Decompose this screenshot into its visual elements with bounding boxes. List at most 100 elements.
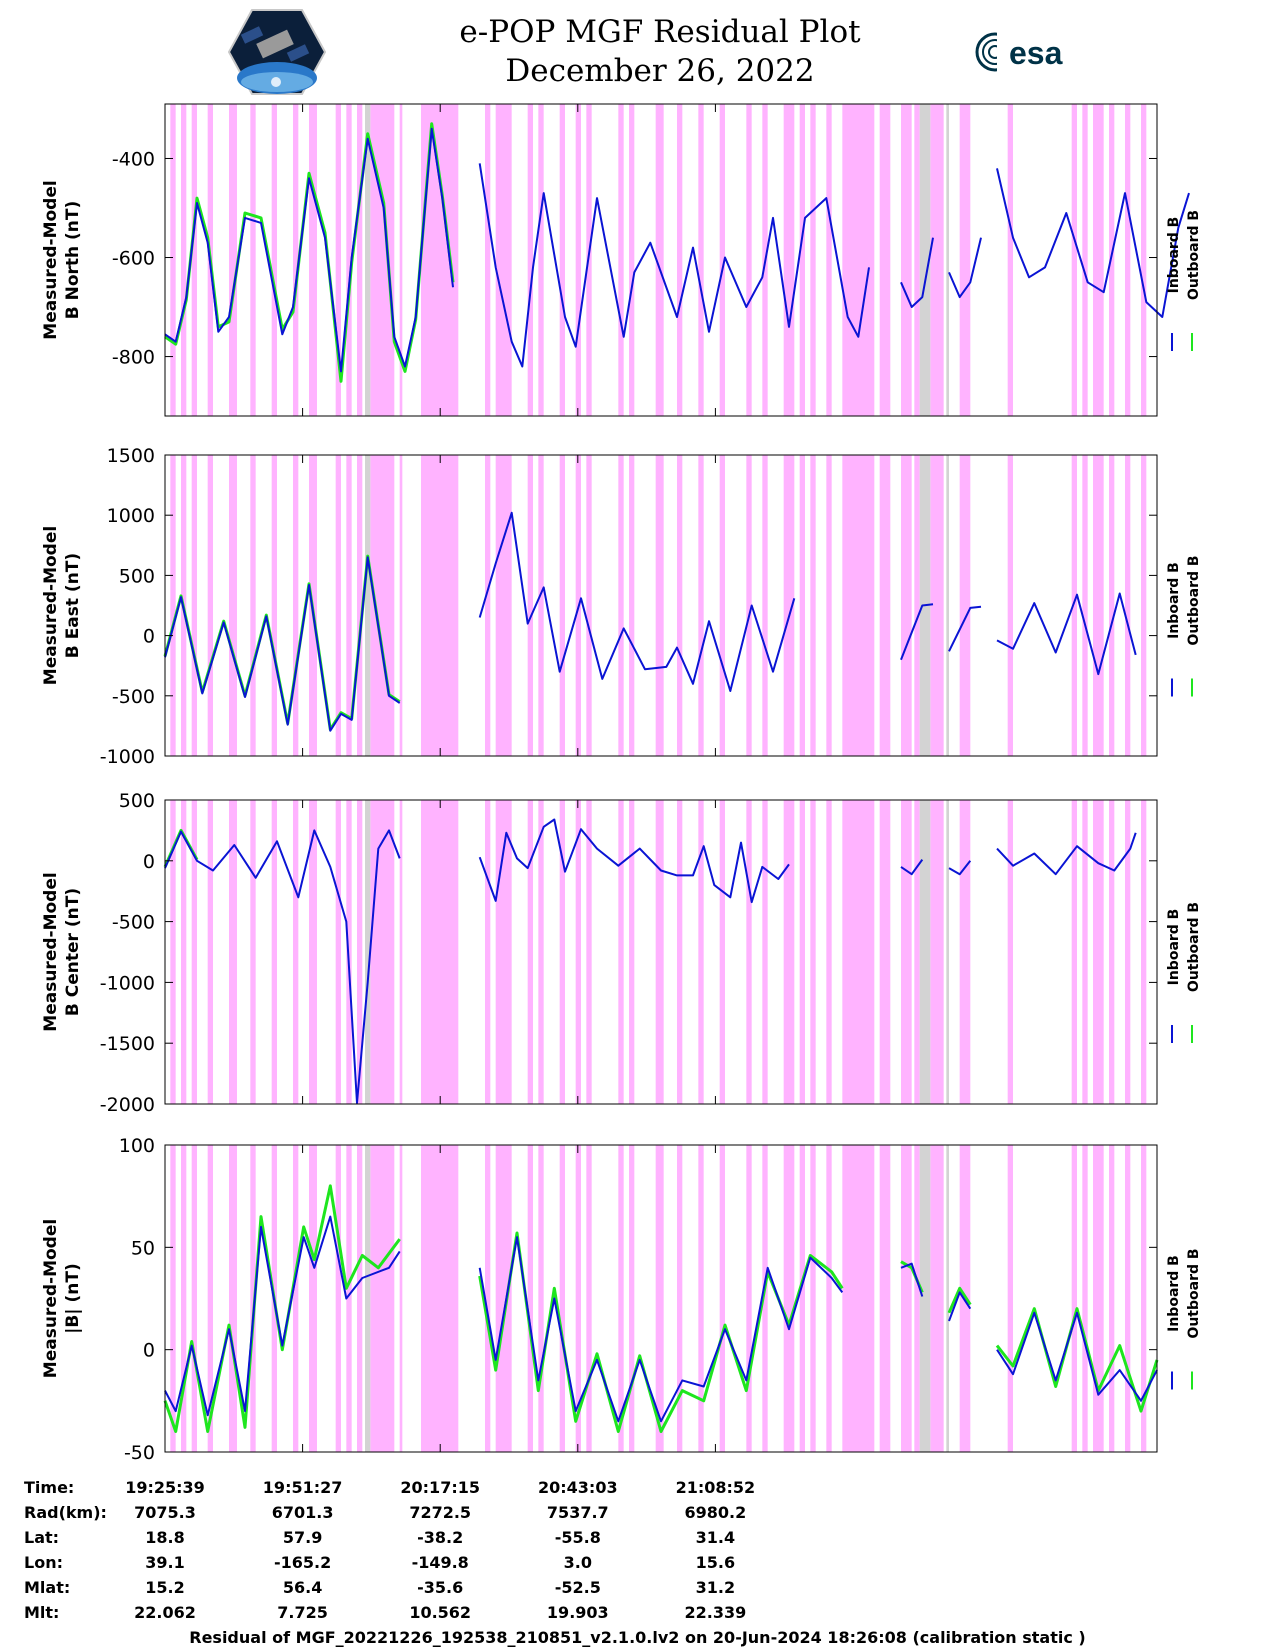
flag-band bbox=[250, 800, 256, 1104]
inboard-line bbox=[164, 127, 454, 373]
flag-band bbox=[485, 455, 491, 756]
flag-band bbox=[810, 1145, 816, 1452]
info-value-lon: -165.2 bbox=[273, 1553, 332, 1572]
inboard-line bbox=[478, 1236, 844, 1423]
flag-band bbox=[1141, 455, 1147, 756]
esa-logo: esa bbox=[975, 32, 1063, 72]
info-value-lat: 18.8 bbox=[145, 1528, 185, 1547]
info-value-mlt: 19.903 bbox=[546, 1603, 609, 1622]
flag-band bbox=[399, 455, 403, 756]
flag-band bbox=[370, 104, 395, 416]
info-value-rad: 7272.5 bbox=[409, 1503, 472, 1522]
flag-band bbox=[207, 800, 213, 1104]
inboard-line bbox=[900, 1262, 924, 1297]
y-tick-label: -1500 bbox=[100, 1033, 155, 1055]
flag-band bbox=[1093, 1145, 1104, 1452]
flag-band bbox=[901, 800, 912, 1104]
y-tick-label: 100 bbox=[119, 1135, 155, 1157]
flag-band bbox=[959, 800, 971, 1104]
flag-band bbox=[250, 1145, 256, 1452]
flag-band bbox=[783, 800, 795, 1104]
inboard-line bbox=[996, 832, 1137, 876]
flag-band bbox=[207, 1145, 213, 1452]
flag-band bbox=[421, 800, 459, 1104]
flag-band-gray bbox=[365, 1145, 371, 1452]
flag-band-gray bbox=[946, 104, 949, 416]
flag-band bbox=[698, 455, 704, 756]
legend-label: Inboard B bbox=[1166, 1255, 1182, 1332]
flag-band bbox=[783, 104, 795, 416]
footer-caption: Residual of MGF_20221226_192538_210851_v… bbox=[189, 1628, 1086, 1647]
plot-frame bbox=[164, 103, 1158, 417]
flag-band bbox=[618, 104, 624, 416]
info-row-label: Lon: bbox=[24, 1553, 63, 1572]
flag-band bbox=[1082, 455, 1088, 756]
info-value-mlt: 10.562 bbox=[409, 1603, 472, 1622]
flag-band bbox=[719, 800, 725, 1104]
inboard-line bbox=[948, 605, 982, 652]
flag-band bbox=[783, 1145, 795, 1452]
flag-band bbox=[810, 455, 816, 756]
flag-band bbox=[1109, 455, 1115, 756]
y-axis-label: Measured-Model bbox=[41, 1219, 61, 1378]
info-row-label: Mlt: bbox=[24, 1603, 60, 1622]
flag-band bbox=[901, 1145, 912, 1452]
y-tick-label: 1000 bbox=[107, 505, 155, 527]
y-tick-label: 0 bbox=[143, 626, 155, 648]
y-tick-label: 0 bbox=[143, 1340, 155, 1362]
inboard-line bbox=[164, 556, 401, 732]
flag-band bbox=[191, 800, 197, 1104]
flag-band bbox=[346, 1145, 352, 1452]
flag-band bbox=[1093, 800, 1104, 1104]
flag-band bbox=[181, 800, 187, 1104]
flag-band bbox=[1125, 104, 1131, 416]
flag-band bbox=[1082, 104, 1088, 416]
flag-band bbox=[527, 800, 533, 1104]
flag-band bbox=[370, 1145, 395, 1452]
flag-band bbox=[842, 1145, 875, 1452]
flag-band bbox=[618, 455, 624, 756]
flag-band bbox=[170, 455, 176, 756]
flag-band bbox=[399, 104, 403, 416]
y-axis-label: Measured-Model bbox=[41, 526, 61, 685]
svg-text:esa: esa bbox=[1009, 35, 1063, 71]
flag-band bbox=[1109, 800, 1115, 1104]
flag-band bbox=[538, 800, 544, 1104]
flag-band bbox=[762, 1145, 768, 1452]
y-tick-label: -800 bbox=[112, 347, 155, 369]
flag-band bbox=[1007, 800, 1013, 1104]
flag-band bbox=[575, 1145, 581, 1452]
info-value-mlat: -35.6 bbox=[417, 1578, 464, 1597]
flag-band bbox=[826, 1145, 832, 1452]
flag-band bbox=[309, 104, 317, 416]
flag-band bbox=[170, 1145, 176, 1452]
plot-frame bbox=[164, 454, 1158, 757]
flag-band bbox=[914, 800, 920, 1104]
flag-band bbox=[170, 800, 176, 1104]
flag-band bbox=[879, 104, 891, 416]
y-tick-label: -500 bbox=[112, 686, 155, 708]
info-value-mlt: 22.339 bbox=[684, 1603, 747, 1622]
y-axis-label: |B| (nT) bbox=[63, 1263, 83, 1334]
flag-band bbox=[181, 104, 187, 416]
flag-band bbox=[1007, 1145, 1013, 1452]
flag-band bbox=[1071, 800, 1077, 1104]
flag-band bbox=[207, 455, 213, 756]
info-value-mlat: 31.2 bbox=[695, 1578, 736, 1597]
y-axis-label: B Center (nT) bbox=[63, 888, 83, 1016]
flag-band bbox=[746, 800, 752, 1104]
legend-label: Inboard B bbox=[1166, 217, 1182, 294]
info-value-lon: -149.8 bbox=[411, 1553, 469, 1572]
flag-band bbox=[335, 104, 341, 416]
flag-band bbox=[229, 800, 237, 1104]
flag-band-gray bbox=[946, 455, 949, 756]
y-tick-label: 1500 bbox=[107, 445, 155, 467]
flag-band bbox=[901, 104, 912, 416]
flag-band bbox=[879, 455, 891, 756]
info-value-mlat: 56.4 bbox=[282, 1578, 323, 1597]
flag-band bbox=[271, 455, 277, 756]
flag-band-gray bbox=[946, 800, 949, 1104]
flag-band bbox=[421, 455, 459, 756]
inboard-line bbox=[948, 1291, 972, 1322]
flag-band bbox=[575, 800, 581, 1104]
